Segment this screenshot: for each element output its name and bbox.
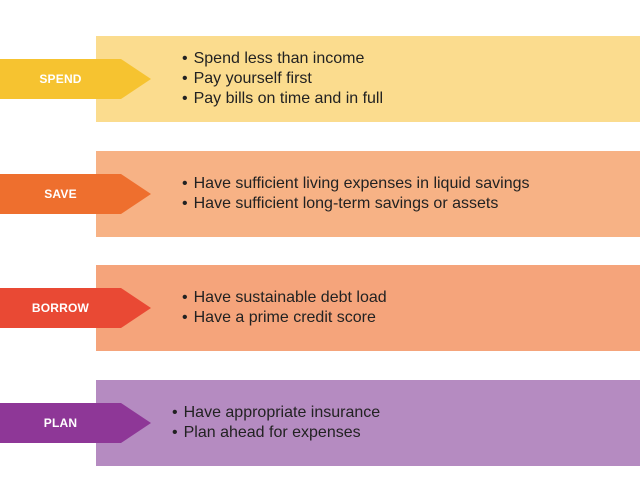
borrow-label: BORROW	[31, 301, 90, 315]
list-item: Pay bills on time and in full	[182, 89, 383, 109]
list-item: Have sufficient long-term savings or ass…	[182, 194, 530, 214]
list-item: Plan ahead for expenses	[172, 423, 380, 443]
borrow-list: Have sustainable debt load Have a prime …	[182, 265, 387, 351]
spend-list: Spend less than income Pay yourself firs…	[182, 36, 383, 122]
save-arrow: SAVE	[0, 174, 151, 214]
plan-row: PLAN Have appropriate insurance Plan ahe…	[0, 380, 640, 466]
spend-arrow: SPEND	[0, 59, 151, 99]
list-item: Have a prime credit score	[182, 308, 387, 328]
spend-label: SPEND	[39, 72, 82, 86]
list-item: Have appropriate insurance	[172, 403, 381, 423]
plan-arrow: PLAN	[0, 403, 151, 443]
list-item: Pay yourself first	[182, 69, 383, 89]
save-list: Have sufficient living expenses in liqui…	[182, 151, 530, 237]
save-row: SAVE Have sufficient living expenses in …	[0, 151, 640, 237]
spend-row: SPEND Spend less than income Pay yoursel…	[0, 36, 640, 122]
list-item: Have sustainable debt load	[182, 288, 387, 308]
borrow-row: BORROW Have sustainable debt load Have a…	[0, 265, 640, 351]
borrow-arrow: BORROW	[0, 288, 151, 328]
plan-label: PLAN	[43, 416, 78, 430]
save-label: SAVE	[44, 187, 77, 201]
list-item: Spend less than income	[182, 49, 383, 69]
plan-list: Have appropriate insurance Plan ahead fo…	[172, 380, 381, 466]
list-item: Have sufficient living expenses in liqui…	[182, 174, 530, 194]
